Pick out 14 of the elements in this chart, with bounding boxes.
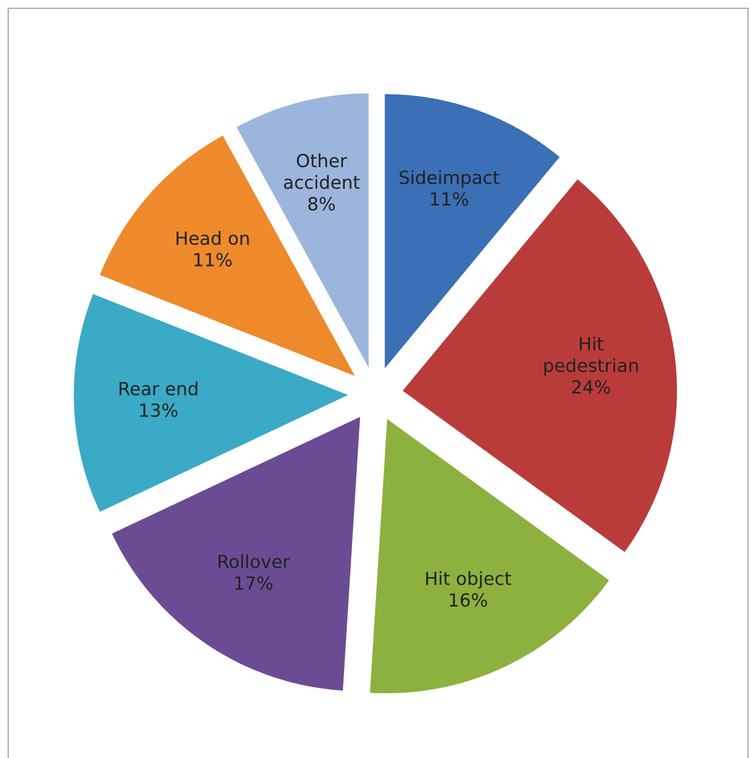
slice-label: Rollover bbox=[218, 554, 290, 568]
data-label: 13% bbox=[140, 403, 178, 418]
data-label: 11% bbox=[194, 252, 232, 267]
data-label: 24% bbox=[572, 380, 610, 394]
data-label: 8% bbox=[308, 196, 335, 211]
data-label: 16% bbox=[450, 593, 488, 607]
slice-label: Head on bbox=[176, 230, 249, 245]
slice-label: Hit pedestrian bbox=[544, 336, 638, 376]
slice-label: Rear end bbox=[120, 381, 198, 396]
slice-label: Sideimpact bbox=[400, 170, 500, 188]
data-label: 11% bbox=[431, 192, 468, 206]
slice-label: Hit object bbox=[426, 571, 512, 589]
data-label: 17% bbox=[235, 576, 272, 590]
slice-label: Other accident bbox=[284, 153, 360, 189]
